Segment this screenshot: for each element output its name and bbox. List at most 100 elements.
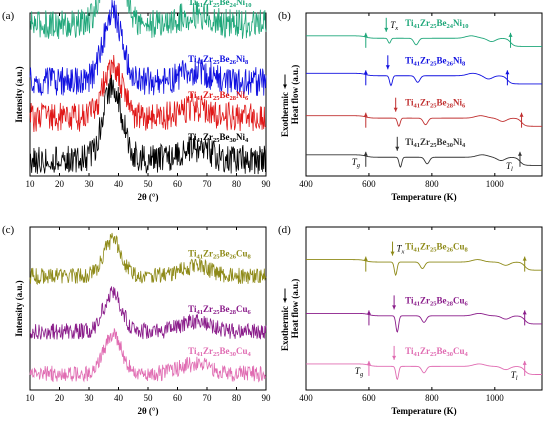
xrd-series-line xyxy=(29,232,267,285)
element-count: 8 xyxy=(247,253,251,260)
tx-annotation: Tx xyxy=(397,244,405,256)
element-count: 24 xyxy=(446,23,453,30)
element-symbol: Be xyxy=(219,346,229,356)
x-tick-label: 800 xyxy=(425,179,439,189)
tx-arrow-head xyxy=(393,107,398,112)
series-label: Ti41Zr25Be28Cu6 xyxy=(405,295,468,307)
x-tick-label: 40 xyxy=(114,179,124,189)
xrd-series-line xyxy=(29,54,267,132)
element-symbol: Ni xyxy=(453,98,462,108)
series-label: Ti41Zr25Be26Ni8 xyxy=(405,55,466,67)
plot-frame xyxy=(305,12,543,177)
x-tick-label: 80 xyxy=(232,393,242,403)
element-count: 41 xyxy=(413,23,420,30)
element-count: 25 xyxy=(430,103,437,110)
element-symbol: Be xyxy=(219,304,229,314)
x-tick-label: 30 xyxy=(85,393,95,403)
element-symbol: Be xyxy=(219,0,229,7)
element-symbol: Ti xyxy=(188,54,197,64)
x-tick-label: 60 xyxy=(173,179,183,189)
element-symbol: Zr xyxy=(420,242,430,252)
series-label: Ti41Zr25Be28Cu6 xyxy=(188,304,251,316)
xrd-series-line xyxy=(29,328,267,383)
series-label: Ti41Zr25Be30Ni4 xyxy=(405,137,466,149)
element-count: 8 xyxy=(464,247,468,254)
element-count: 4 xyxy=(247,351,251,358)
dsc-series-line xyxy=(306,115,542,127)
element-count: 25 xyxy=(430,23,437,30)
symbol: T xyxy=(390,20,396,30)
element-count: 25 xyxy=(213,95,220,102)
tg-arrow-head xyxy=(363,256,368,261)
element-symbol: Zr xyxy=(203,304,213,314)
element-symbol: Ti xyxy=(405,346,414,356)
tl-arrow-head xyxy=(505,70,510,75)
element-symbol: Ti xyxy=(188,0,197,7)
element-symbol: Zr xyxy=(420,18,430,28)
element-count: 41 xyxy=(413,103,420,110)
element-symbol: Be xyxy=(219,248,229,258)
tx-arrow-head xyxy=(385,65,390,70)
element-count: 41 xyxy=(413,351,420,358)
symbol: T xyxy=(506,161,512,171)
element-symbol: Ni xyxy=(236,0,245,7)
exothermic-label: Exothermic xyxy=(280,92,290,137)
element-symbol: Be xyxy=(436,18,446,28)
series-label: Ti41Zr25Be28Ni6 xyxy=(405,98,466,110)
series-label: Ti41Zr25Be30Cu4 xyxy=(405,346,468,358)
series-label: Ti41Zr25Be28Ni6 xyxy=(188,90,249,102)
x-tick-label: 70 xyxy=(203,179,213,189)
panel-label: (b) xyxy=(278,10,291,22)
tx-annotation: Tx xyxy=(390,20,398,32)
element-symbol: Cu xyxy=(453,346,465,356)
xrd-series-line xyxy=(29,286,267,340)
tl-arrow-head xyxy=(519,112,524,117)
element-count: 28 xyxy=(229,309,236,316)
subscript: g xyxy=(360,371,364,378)
tg-annotation: Tg xyxy=(352,157,361,169)
element-symbol: Be xyxy=(219,54,229,64)
element-count: 28 xyxy=(446,103,453,110)
series-label: Ti41Zr25Be30Cu4 xyxy=(188,346,251,358)
x-tick-label: 90 xyxy=(262,393,272,403)
element-count: 30 xyxy=(446,351,453,358)
element-count: 30 xyxy=(446,142,453,149)
element-symbol: Ni xyxy=(236,90,245,100)
element-symbol: Zr xyxy=(420,346,430,356)
element-symbol: Cu xyxy=(453,242,465,252)
tg-arrow-head xyxy=(363,151,368,156)
x-axis-label: 2θ (°) xyxy=(137,192,158,202)
element-count: 25 xyxy=(213,137,220,144)
element-count: 6 xyxy=(462,103,466,110)
plot-frame xyxy=(305,226,543,391)
tx-arrow-head xyxy=(392,305,397,310)
element-symbol: Be xyxy=(436,98,446,108)
subscript: x xyxy=(401,249,405,256)
element-symbol: Zr xyxy=(420,98,430,108)
symbol: T xyxy=(355,366,361,376)
element-count: 28 xyxy=(446,300,453,307)
element-count: 26 xyxy=(446,247,453,254)
element-count: 26 xyxy=(229,59,236,66)
element-count: 26 xyxy=(229,253,236,260)
element-symbol: Cu xyxy=(236,248,248,258)
element-symbol: Ti xyxy=(405,18,414,28)
x-axis-label: Temperature (K) xyxy=(391,192,456,202)
element-symbol: Cu xyxy=(236,304,248,314)
x-tick-label: 70 xyxy=(203,393,213,403)
element-count: 41 xyxy=(196,351,203,358)
xrd-series-line xyxy=(29,0,267,39)
element-count: 25 xyxy=(213,351,220,358)
panel-label: (c) xyxy=(2,224,15,236)
tx-arrow-head xyxy=(392,355,397,360)
exothermic-label: Exothermic xyxy=(280,306,290,351)
tl-arrow-head xyxy=(508,32,513,37)
element-symbol: Ti xyxy=(188,248,197,258)
element-count: 25 xyxy=(430,300,437,307)
x-tick-label: 600 xyxy=(362,393,376,403)
element-symbol: Be xyxy=(436,242,446,252)
symbol: T xyxy=(511,370,517,380)
element-count: 41 xyxy=(196,95,203,102)
series-label: Ti41Zr25Be24Ni10 xyxy=(405,18,468,30)
element-count: 41 xyxy=(413,247,420,254)
